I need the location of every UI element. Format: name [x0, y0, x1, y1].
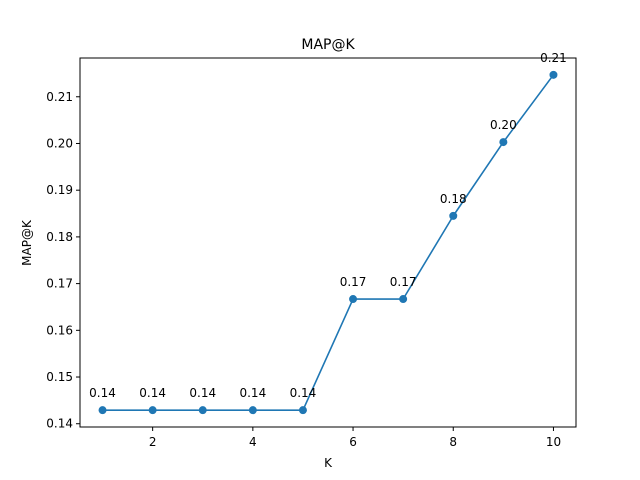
data-label: 0.14	[189, 386, 216, 400]
data-label: 0.17	[390, 275, 417, 289]
data-point	[148, 406, 157, 415]
y-tick-label: 0.16	[46, 323, 73, 337]
data-label: 0.18	[440, 192, 467, 206]
data-point	[499, 138, 508, 147]
y-tick-label: 0.15	[46, 370, 73, 384]
data-point	[248, 406, 257, 415]
y-tick-label: 0.19	[46, 183, 73, 197]
data-label: 0.14	[239, 386, 266, 400]
y-tick-label: 0.17	[46, 277, 73, 291]
x-tick-label: 4	[249, 435, 257, 449]
plot-area-frame	[79, 57, 577, 428]
data-label: 0.17	[340, 275, 367, 289]
data-label: 0.14	[89, 386, 116, 400]
y-tick-label: 0.20	[46, 136, 73, 150]
chart-title: MAP@K	[301, 37, 355, 53]
y-tick-label: 0.21	[46, 90, 73, 104]
y-axis-label: MAP@K	[20, 219, 34, 266]
data-label: 0.14	[139, 386, 166, 400]
x-tick-label: 8	[449, 435, 457, 449]
x-axis: 2 4 6 8 10	[149, 427, 561, 449]
x-tick-label: 6	[349, 435, 357, 449]
x-axis-label: K	[324, 456, 333, 470]
data-point	[198, 406, 207, 415]
data-point	[449, 211, 458, 220]
data-point	[549, 70, 558, 79]
data-point	[298, 406, 307, 415]
data-label: 0.20	[490, 118, 517, 132]
data-label: 0.21	[540, 51, 567, 65]
y-tick-label: 0.14	[46, 417, 73, 431]
y-tick-label: 0.18	[46, 230, 73, 244]
series-line	[102, 74, 555, 411]
data-point	[399, 295, 408, 304]
series-layer: 0.14 0.14 0.14 0.14 0.14 0.17 0.17 0.18 0.20 0.21	[89, 51, 567, 415]
data-label: 0.14	[290, 386, 317, 400]
data-point	[349, 295, 358, 304]
x-tick-label: 10	[546, 435, 561, 449]
data-point	[98, 406, 107, 415]
x-tick-label: 2	[149, 435, 157, 449]
y-axis: 0.14 0.15 0.16 0.17 0.18 0.19 0.20 0.21	[46, 90, 80, 431]
